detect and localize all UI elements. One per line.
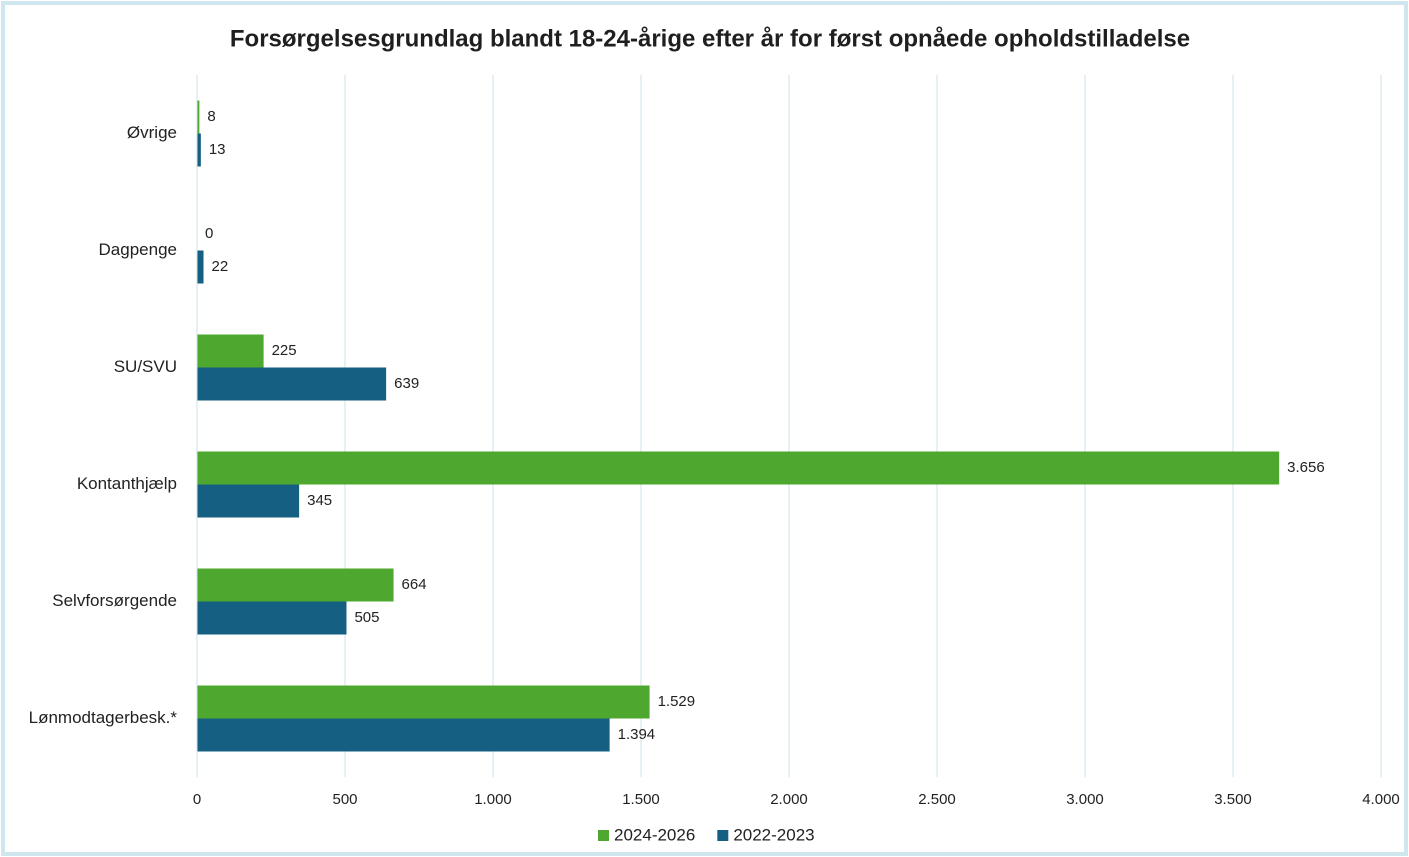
legend-label: 2024-2026 xyxy=(614,825,695,844)
x-tick-label: 2.500 xyxy=(918,791,956,808)
legend-swatch xyxy=(717,830,729,841)
x-tick-label: 0 xyxy=(193,791,201,808)
data-label: 1.394 xyxy=(618,726,656,743)
data-label: 13 xyxy=(209,141,226,158)
data-label: 8 xyxy=(207,108,215,125)
bar xyxy=(197,484,300,518)
y-tick-label: Kontanthjælp xyxy=(77,474,177,493)
y-tick-label: Selvforsørgende xyxy=(52,591,177,610)
y-tick-label: Dagpenge xyxy=(99,240,177,259)
bar xyxy=(197,367,387,401)
bar xyxy=(197,685,650,719)
x-tick-label: 2.000 xyxy=(770,791,808,808)
data-label: 664 xyxy=(402,576,427,593)
bar xyxy=(197,133,201,167)
legend-label: 2022-2023 xyxy=(733,825,814,844)
data-label: 3.656 xyxy=(1287,459,1325,476)
y-tick-label: Lønmodtagerbesk.* xyxy=(29,708,178,727)
x-tick-label: 3.500 xyxy=(1214,791,1252,808)
bar xyxy=(197,250,204,284)
bar xyxy=(197,334,264,368)
data-label: 345 xyxy=(307,492,332,509)
bar xyxy=(197,451,1280,485)
x-tick-label: 1.500 xyxy=(622,791,660,808)
legend-swatch xyxy=(598,830,609,841)
x-tick-label: 500 xyxy=(332,791,357,808)
x-tick-label: 4.000 xyxy=(1362,791,1400,808)
bar xyxy=(197,100,200,134)
data-label: 22 xyxy=(212,258,229,275)
data-label: 225 xyxy=(272,342,297,359)
chart-title: Forsørgelsesgrundlag blandt 18-24-årige … xyxy=(230,25,1190,52)
bar xyxy=(197,568,394,602)
data-label: 505 xyxy=(354,609,379,626)
data-label: 639 xyxy=(394,375,419,392)
bar xyxy=(197,718,610,752)
y-tick-label: SU/SVU xyxy=(114,357,177,376)
y-tick-label: Øvrige xyxy=(127,123,177,142)
x-tick-label: 1.000 xyxy=(474,791,512,808)
x-tick-label: 3.000 xyxy=(1066,791,1104,808)
bar xyxy=(197,601,347,635)
data-label: 0 xyxy=(205,225,213,242)
data-label: 1.529 xyxy=(658,693,696,710)
